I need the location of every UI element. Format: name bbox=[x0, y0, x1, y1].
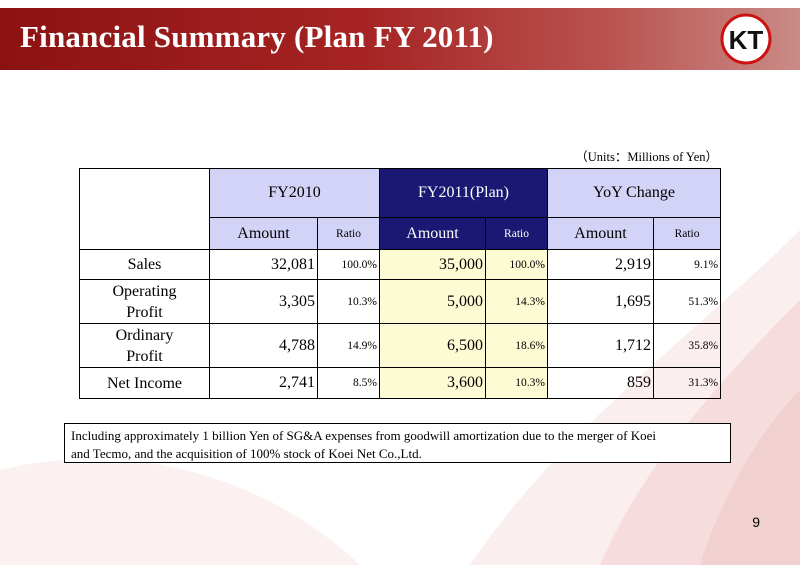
cell-yoy-ratio: 51.3% bbox=[653, 279, 722, 324]
row-label-line1: Ordinary bbox=[115, 326, 174, 344]
cell-fy2010-amount: 32,081 bbox=[209, 249, 318, 280]
cell-fy2011-ratio: 14.3% bbox=[485, 279, 549, 324]
cell-yoy-amount: 1,712 bbox=[547, 323, 655, 368]
cell-fy2011-amount: 35,000 bbox=[379, 249, 487, 280]
cell-yoy-ratio: 9.1% bbox=[653, 249, 722, 280]
table-row: Net Income 2,741 8.5% 3,600 10.3% 859 31… bbox=[79, 367, 722, 399]
cell-yoy-amount: 859 bbox=[547, 367, 655, 399]
company-logo: KT bbox=[720, 13, 772, 65]
header-yoy-change: YoY Change bbox=[547, 168, 722, 218]
cell-fy2011-amount: 6,500 bbox=[379, 323, 487, 368]
page-title: Financial Summary (Plan FY 2011) bbox=[20, 19, 494, 54]
row-label: Net Income bbox=[79, 367, 210, 399]
footnote-line2: and Tecmo, and the acquisition of 100% s… bbox=[71, 446, 422, 461]
subheader-ratio: Ratio bbox=[485, 217, 549, 250]
sub-header-row: Amount Ratio Amount Ratio Amount Ratio bbox=[80, 217, 722, 250]
footnote-line1: Including approximately 1 billion Yen of… bbox=[71, 428, 657, 443]
units-label: （Units：Millions of Yen） bbox=[575, 150, 718, 164]
cell-yoy-ratio: 35.8% bbox=[653, 323, 722, 368]
table-row: Ordinary Profit 4,788 14.9% 6,500 18.6% 1… bbox=[79, 323, 722, 368]
subheader-ratio: Ratio bbox=[316, 217, 381, 250]
cell-fy2010-amount: 3,305 bbox=[209, 279, 318, 324]
cell-fy2011-ratio: 18.6% bbox=[485, 323, 549, 368]
cell-fy2010-ratio: 14.9% bbox=[316, 323, 381, 368]
subheader-amount: Amount bbox=[379, 217, 487, 250]
subheader-amount: Amount bbox=[547, 217, 655, 250]
cell-fy2010-ratio: 100.0% bbox=[316, 249, 381, 280]
subheader-amount: Amount bbox=[209, 217, 318, 250]
logo-text: KT bbox=[729, 25, 764, 55]
title-bar bbox=[0, 8, 800, 70]
row-label: Ordinary Profit bbox=[79, 323, 210, 368]
row-label: Sales bbox=[79, 249, 210, 280]
row-label-line2: Profit bbox=[126, 347, 163, 365]
header-fy2010: FY2010 bbox=[208, 168, 381, 218]
cell-yoy-amount: 1,695 bbox=[547, 279, 655, 324]
cell-fy2011-ratio: 100.0% bbox=[485, 249, 549, 280]
corner-cell bbox=[79, 168, 210, 250]
cell-yoy-ratio: 31.3% bbox=[653, 367, 722, 399]
header-fy2011-plan: FY2011(Plan) bbox=[379, 168, 549, 218]
row-label-line2: Profit bbox=[126, 303, 163, 321]
row-label-line1: Net Income bbox=[106, 374, 183, 392]
footnote-box: Including approximately 1 billion Yen of… bbox=[64, 423, 731, 463]
table-row: Sales 32,081 100.0% 35,000 100.0% 2,919 … bbox=[79, 249, 722, 280]
financial-table: FY2010 FY2011(Plan) YoY Change Amount Ra… bbox=[79, 168, 722, 399]
cell-fy2010-amount: 2,741 bbox=[209, 367, 318, 399]
cell-fy2011-ratio: 10.3% bbox=[485, 367, 549, 399]
cell-fy2011-amount: 3,600 bbox=[379, 367, 487, 399]
row-label: Operating Profit bbox=[79, 279, 210, 324]
cell-fy2010-amount: 4,788 bbox=[209, 323, 318, 368]
cell-fy2011-amount: 5,000 bbox=[379, 279, 487, 324]
subheader-ratio: Ratio bbox=[653, 217, 722, 250]
table-row: Operating Profit 3,305 10.3% 5,000 14.3% … bbox=[79, 279, 722, 324]
row-label-line1: Operating bbox=[112, 282, 177, 300]
page-number: 9 bbox=[752, 514, 760, 530]
group-header-row: FY2010 FY2011(Plan) YoY Change bbox=[79, 168, 722, 250]
cell-yoy-amount: 2,919 bbox=[547, 249, 655, 280]
row-label-line1: Sales bbox=[127, 256, 162, 273]
cell-fy2010-ratio: 8.5% bbox=[316, 367, 381, 399]
cell-fy2010-ratio: 10.3% bbox=[316, 279, 381, 324]
